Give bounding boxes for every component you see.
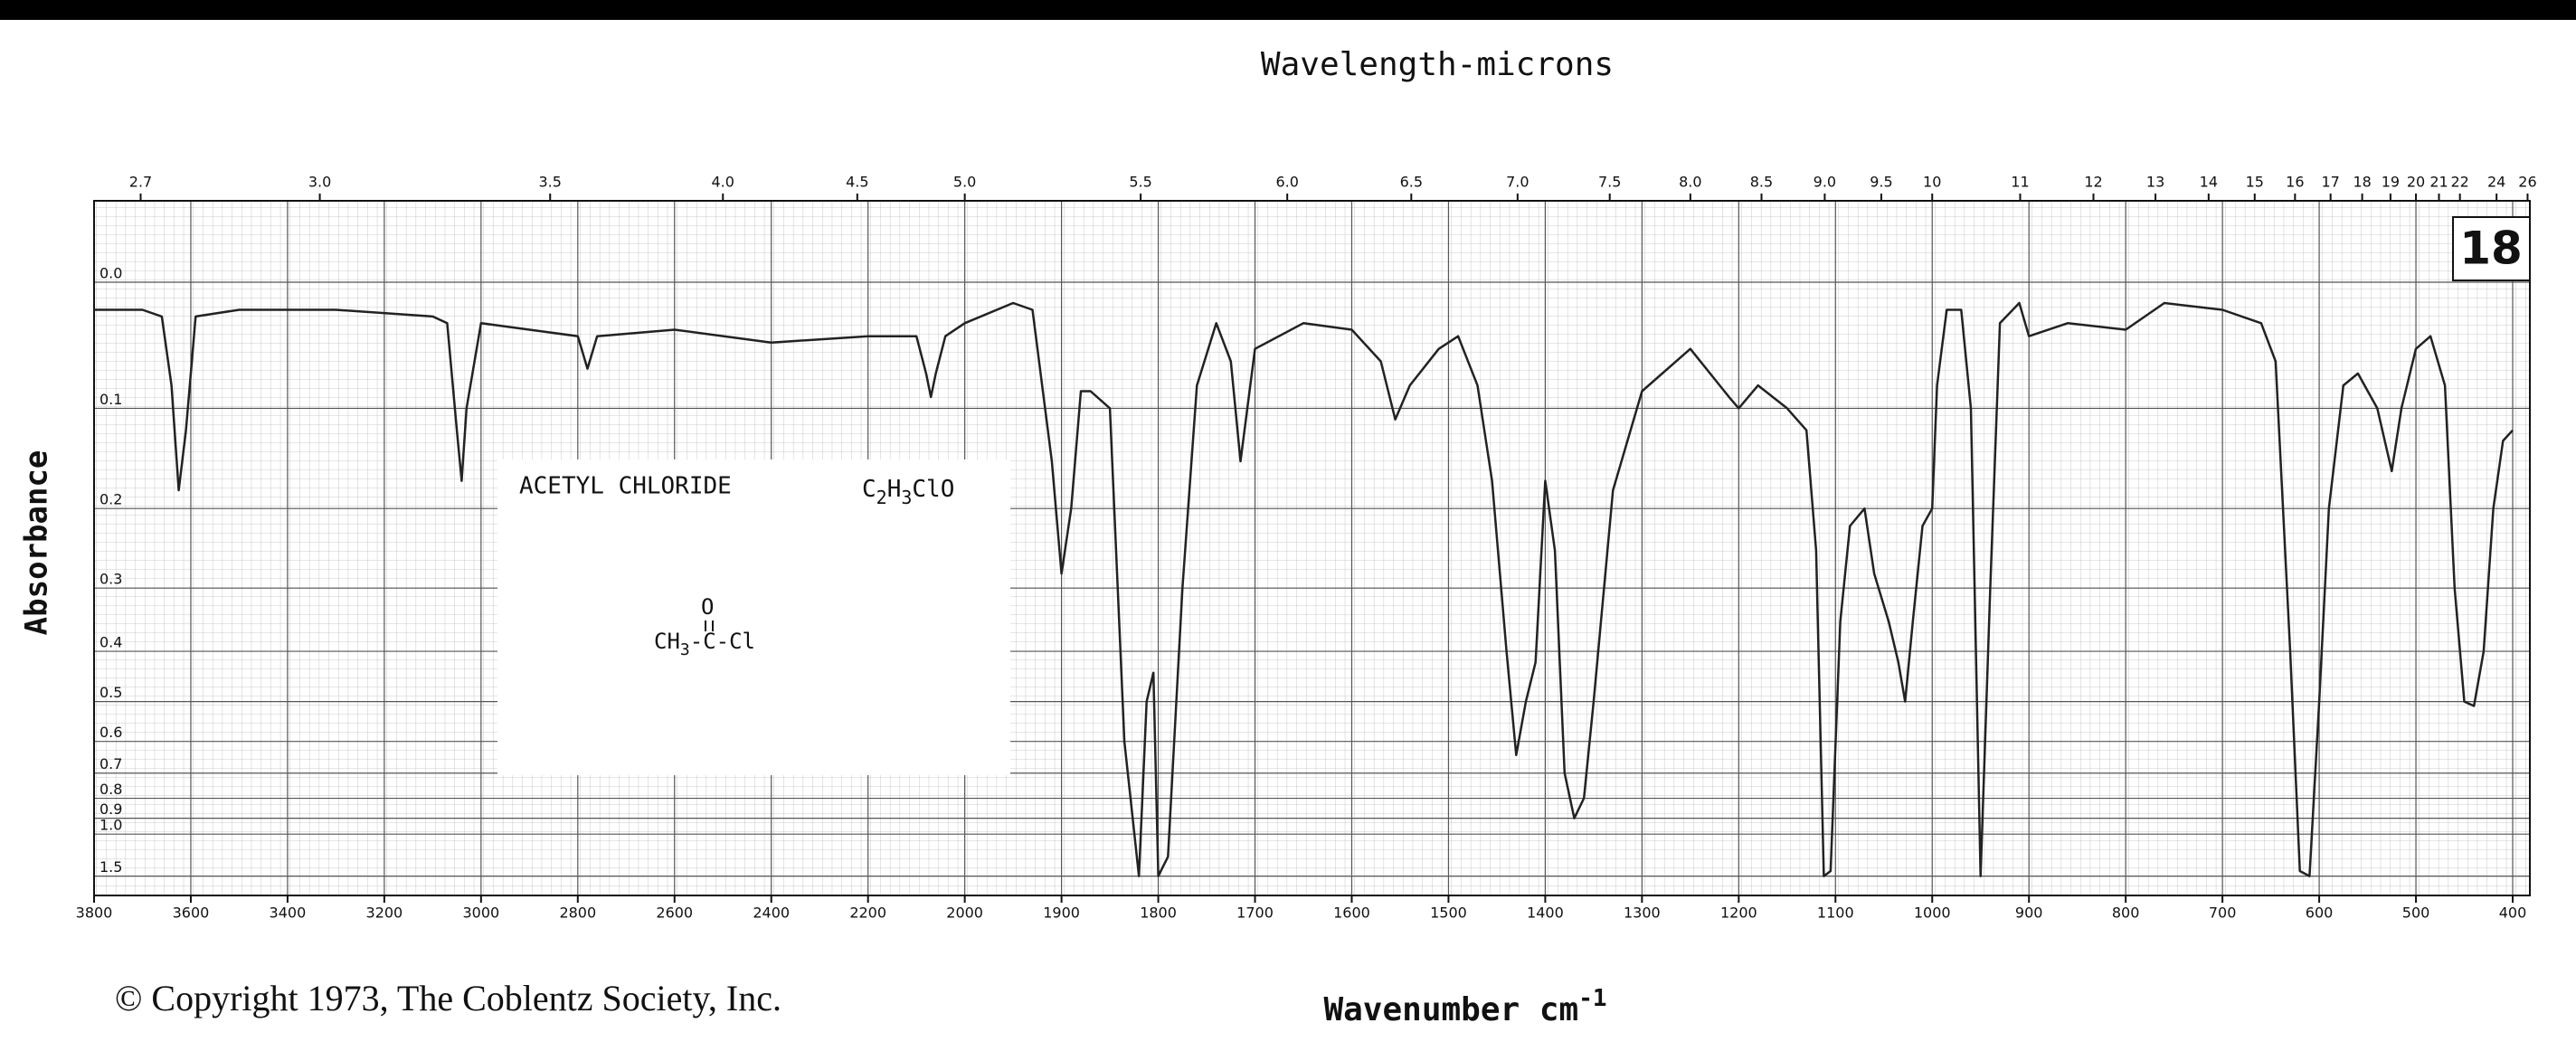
x2-tick-label: 4.0 <box>712 174 734 191</box>
x-tick-label: 1000 <box>1914 905 1951 922</box>
marks <box>94 301 2514 877</box>
x-tick-label: 1300 <box>1624 905 1661 922</box>
x2-tick-label: 10 <box>1923 174 1941 191</box>
x2-tick-label: 12 <box>2084 174 2102 191</box>
y-tick-label: 0.2 <box>99 491 122 508</box>
minor-grid <box>94 201 2530 895</box>
x2-tick-label: 3.5 <box>539 174 562 191</box>
y-tick-label: 0.0 <box>99 265 122 282</box>
y-tick-label: 0.1 <box>99 391 122 408</box>
y-tick-label: 0.8 <box>99 781 122 798</box>
x-tick-label: 1400 <box>1527 905 1564 922</box>
compound-name: ACETYL CHLORIDE <box>519 473 732 500</box>
x-tick-label: 1600 <box>1333 905 1370 922</box>
x-tick-label: 3000 <box>462 905 499 922</box>
structure-part: CH <box>654 629 680 654</box>
structure-part: -C-Cl <box>690 629 755 654</box>
y-tick-label: 0.9 <box>99 800 122 818</box>
x2-tick-label: 18 <box>2353 174 2371 191</box>
formula-part: ClO <box>912 476 954 503</box>
x-axis-label-text: Wavenumber cm <box>1323 991 1578 1028</box>
x-tick-label: 3800 <box>76 905 113 922</box>
x2-tick-label: 20 <box>2407 174 2425 191</box>
x-axis-label: Wavenumber cm-1 <box>1323 985 1606 1029</box>
formula-part: C <box>862 476 876 503</box>
page-number-box <box>2452 216 2531 281</box>
y-tick-label: 1.5 <box>99 858 122 876</box>
plot-frame <box>93 200 2531 896</box>
chart-title: Wavelength-microns <box>1261 46 1614 83</box>
x-tick-label: 3400 <box>270 905 307 922</box>
x2-tick-label: 22 <box>2450 174 2468 191</box>
x2-tick-label: 4.5 <box>846 174 868 191</box>
x2-tick-label: 6.0 <box>1275 174 1298 191</box>
y-tick-label: 0.5 <box>99 684 122 701</box>
x2-tick-label: 3.0 <box>308 174 331 191</box>
x-tick-label: 700 <box>2209 905 2237 922</box>
y-tick-label: 0.4 <box>99 634 122 651</box>
y-tick-label: 1.0 <box>99 817 122 834</box>
copyright: © Copyright 1973, The Coblentz Society, … <box>115 978 781 1018</box>
x-tick-label: 2400 <box>753 905 790 922</box>
formula-part: 2 <box>876 487 887 508</box>
y-axis-label: Absorbance <box>19 450 55 636</box>
x-tick-label: 600 <box>2306 905 2334 922</box>
page-number: 18 <box>2459 223 2523 275</box>
x-tick-label: 3200 <box>366 905 403 922</box>
x2-tick-label: 21 <box>2429 174 2448 191</box>
compound-box <box>497 459 1010 775</box>
x2-tick-label: 19 <box>2382 174 2400 191</box>
x2-tick-label: 5.5 <box>1129 174 1151 191</box>
x2-tick-label: 9.0 <box>1814 174 1836 191</box>
x-tick-label: 1100 <box>1817 905 1854 922</box>
x2-tick-label: 2.7 <box>129 174 152 191</box>
x2-tick-label: 8.5 <box>1750 174 1773 191</box>
x2-tick-label: 11 <box>2011 174 2029 191</box>
y-tick-label: 0.6 <box>99 724 122 741</box>
x-tick-label: 3600 <box>173 905 210 922</box>
x2-tick-label: 8.0 <box>1679 174 1701 191</box>
spectrum-trace <box>94 301 2514 877</box>
x2-tick-label: 16 <box>2286 174 2304 191</box>
formula-part: 3 <box>901 487 912 508</box>
y-tick-label: 0.7 <box>99 755 122 772</box>
x-tick-label: 500 <box>2402 905 2430 922</box>
x-tick-label: 800 <box>2112 905 2140 922</box>
x-tick-label: 2600 <box>656 905 693 922</box>
x2-tick-label: 24 <box>2487 174 2505 191</box>
x-tick-label: 1800 <box>1140 905 1177 922</box>
y-tick-label: 0.3 <box>99 571 122 588</box>
compound-formula: C2H3ClO <box>862 476 954 508</box>
x-tick-label: 1500 <box>1430 905 1467 922</box>
x-tick-label: 2000 <box>946 905 983 922</box>
x-tick-label: 900 <box>2015 905 2043 922</box>
x2-tick-label: 5.0 <box>953 174 976 191</box>
x2-tick-label: 9.5 <box>1870 174 1892 191</box>
x2-tick-label: 14 <box>2200 174 2218 191</box>
formula-part: H <box>887 476 902 503</box>
x-tick-label: 2800 <box>559 905 596 922</box>
x-tick-label: 2200 <box>849 905 886 922</box>
x-tick-label: 400 <box>2499 905 2527 922</box>
x2-tick-label: 15 <box>2246 174 2264 191</box>
x2-tick-label: 13 <box>2146 174 2164 191</box>
structure: CH3-C-Cl <box>654 629 755 659</box>
x-tick-label: 1200 <box>1720 905 1757 922</box>
x2-tick-label: 7.5 <box>1598 174 1621 191</box>
x2-tick-label: 17 <box>2321 174 2339 191</box>
structure-oxygen: O <box>701 594 714 620</box>
x2-tick-label: 7.0 <box>1506 174 1529 191</box>
x2-tick-label: 6.5 <box>1400 174 1423 191</box>
x2-tick-label: 26 <box>2518 174 2536 191</box>
x-axis-label-sup: -1 <box>1578 985 1606 1012</box>
x-tick-label: 1900 <box>1043 905 1080 922</box>
scan-edge <box>0 0 2576 20</box>
structure-part: 3 <box>680 640 690 659</box>
x-tick-label: 1700 <box>1236 905 1274 922</box>
